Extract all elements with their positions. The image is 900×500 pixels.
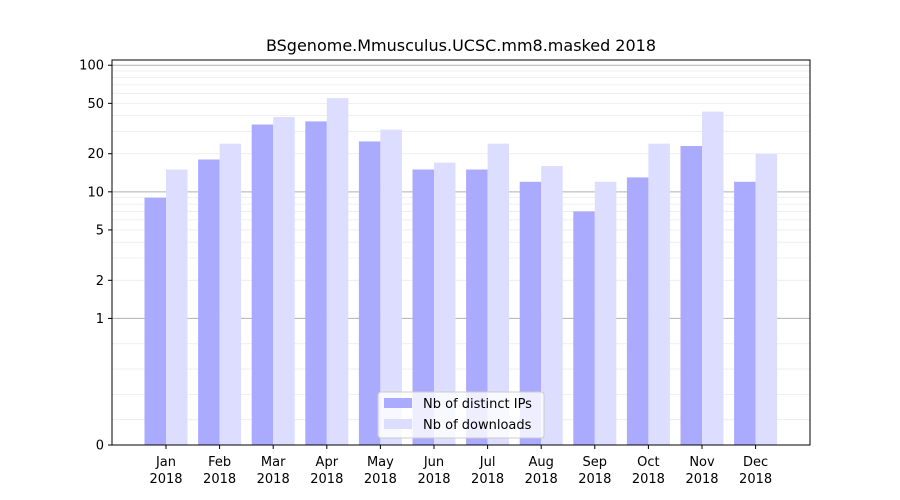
y-tick-label: 10 (87, 185, 104, 200)
y-tick-label: 5 (96, 223, 104, 238)
y-tick-label: 50 (87, 97, 104, 112)
x-tick-label-month: Oct (637, 455, 659, 470)
legend-label-downloads: Nb of downloads (423, 418, 532, 433)
bar-distinct-ips (573, 211, 595, 445)
bar-distinct-ips (251, 124, 274, 445)
x-tick-label-year: 2018 (739, 472, 772, 487)
x-tick-label-month: Nov (689, 455, 715, 470)
x-tick-label-year: 2018 (310, 472, 343, 487)
bar-downloads (219, 143, 242, 445)
y-tick-label: 0 (96, 439, 104, 454)
legend-box (377, 391, 545, 439)
bar-distinct-ips (358, 141, 381, 445)
bar-downloads (380, 129, 402, 445)
x-tick-label-month: Feb (208, 455, 231, 470)
bar-distinct-ips (305, 121, 327, 445)
bar-downloads (648, 143, 670, 445)
x-tick-label-year: 2018 (149, 472, 182, 487)
y-tick-label: 1 (96, 312, 104, 327)
x-tick-label-year: 2018 (525, 472, 558, 487)
x-tick-label-year: 2018 (417, 472, 450, 487)
x-tick-label-year: 2018 (685, 472, 718, 487)
bars (144, 98, 778, 446)
x-tick-label-year: 2018 (578, 472, 611, 487)
bar-downloads (702, 111, 724, 445)
legend-swatch-downloads (384, 419, 412, 429)
x-tick-label-month: Aug (529, 455, 554, 470)
bar-downloads (541, 165, 563, 446)
x-axis: Jan 2018 Feb 2018 Mar 2018 Apr 2018 May 2018 Jun 20… (149, 445, 772, 487)
legend-label-distinct-ips: Nb of distinct IPs (423, 397, 532, 412)
bar-distinct-ips (198, 159, 220, 445)
x-tick-label-year: 2018 (364, 472, 397, 487)
bar-downloads (487, 143, 510, 445)
x-tick-label-month: Jan (155, 455, 176, 470)
x-tick-label-month: Dec (743, 455, 768, 470)
x-tick-label-month: Jul (479, 455, 496, 470)
x-tick-label-month: Mar (261, 455, 286, 470)
bar-downloads (273, 117, 295, 446)
bar-downloads (166, 169, 188, 445)
bar-downloads (434, 162, 456, 445)
bar-downloads (594, 181, 617, 445)
legend-swatch-distinct-ips (384, 398, 412, 408)
bar-distinct-ips (412, 169, 434, 445)
y-tick-label: 100 (79, 59, 104, 74)
bar-distinct-ips (680, 146, 702, 445)
x-tick-label-month: May (367, 455, 394, 470)
legend: Nb of distinct IPs Nb of downloads (377, 391, 545, 439)
bar-downloads (326, 98, 349, 445)
plot-frame (111, 59, 811, 446)
x-tick-label-year: 2018 (632, 472, 665, 487)
bar-distinct-ips (144, 197, 166, 445)
y-axis: 0 1 2 5 10 20 50 100 (79, 59, 112, 454)
y-tick-label: 20 (87, 147, 104, 162)
bar-distinct-ips (466, 169, 488, 445)
x-tick-label-month: Apr (316, 455, 339, 470)
x-tick-label-month: Jun (423, 455, 444, 470)
bar-distinct-ips (519, 181, 542, 445)
x-tick-label-year: 2018 (471, 472, 504, 487)
x-tick-label-year: 2018 (257, 472, 290, 487)
x-tick-label-year: 2018 (203, 472, 236, 487)
bar-distinct-ips (626, 177, 649, 446)
y-tick-label: 2 (96, 274, 104, 289)
chart-title: BSgenome.Mmusculus.UCSC.mm8.masked 2018 (266, 36, 656, 55)
x-tick-label-month: Sep (583, 455, 608, 470)
bar-downloads (755, 153, 778, 446)
bar-distinct-ips (734, 181, 756, 445)
